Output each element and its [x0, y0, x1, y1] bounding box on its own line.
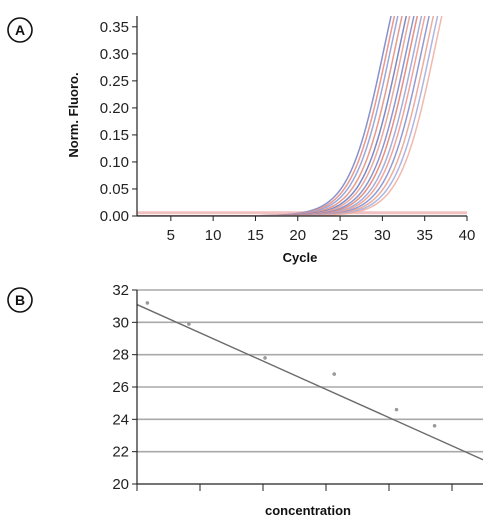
chart-a-x-tick-label: 40 [459, 227, 476, 244]
chart-a-x-tick-label: 5 [167, 227, 175, 244]
panel-label-a: A [15, 22, 25, 38]
chart-b-data-point-4 [332, 372, 337, 376]
chart-a-x-tick-label: 15 [247, 227, 264, 244]
chart-a-y-tick-label: 0.15 [100, 127, 129, 144]
chart-a-x-tick-label: 35 [416, 227, 433, 244]
chart-a-plot-area [137, 16, 467, 216]
panel-b: B 20 22 24 26 28 30 32 concentration [7, 282, 483, 518]
chart-b-y-tick-label: 22 [112, 444, 129, 461]
chart-a-x-tick-label: 25 [332, 227, 349, 244]
chart-a-x-tick-label: 10 [205, 227, 222, 244]
chart-a-y-tick-label: 0.20 [100, 100, 129, 117]
chart-a-y-tick-label: 0.05 [100, 181, 129, 198]
chart-b-trend-line [136, 303, 483, 461]
chart-b-data-point-6 [432, 424, 437, 428]
chart-a-y-tick-label: 0.35 [100, 19, 129, 36]
chart-b-axes: 20 22 24 26 28 30 32 [112, 282, 483, 493]
panel-label-b-badge: B [7, 287, 33, 313]
chart-a-y-axis-title: Norm. Fluoro. [66, 72, 81, 157]
chart-b-y-tick-label: 28 [112, 347, 129, 364]
chart-a-axes: 0.00 0.05 0.10 0.15 0.20 0.25 0.30 0.35 5 10 15 20 2… [100, 16, 476, 244]
chart-b-y-tick-label: 20 [112, 476, 129, 493]
chart-a-x-tick-label: 30 [374, 227, 391, 244]
panel-label-a-badge: A [7, 17, 33, 43]
chart-b-x-axis-title: concentration [265, 503, 351, 518]
panel-label-a-circle [7, 17, 33, 43]
chart-b-y-tick-label: 32 [112, 282, 129, 299]
chart-b-y-tick-label: 26 [112, 379, 129, 396]
chart-b-y-tick-label: 30 [112, 314, 129, 331]
chart-b-plot-area [136, 289, 483, 461]
chart-b-y-tick-label: 24 [112, 411, 129, 428]
panel-label-b: B [15, 292, 25, 308]
chart-a-y-tick-label: 0.10 [100, 154, 129, 171]
chart-a-x-tick-label: 20 [289, 227, 306, 244]
chart-a-y-tick-label: 0.25 [100, 73, 129, 90]
chart-a-x-axis-title: Cycle [283, 250, 318, 265]
panel-a: A 0.00 0.05 0.10 0.15 0.20 0.25 0.30 0.35 5 10 15 2… [7, 16, 476, 265]
chart-b-data-point-5 [394, 407, 399, 412]
chart-a-series-group [137, 16, 467, 216]
chart-b-data-point-2 [187, 322, 191, 326]
chart-a-y-tick-label: 0.30 [100, 46, 129, 63]
panel-label-b-circle [7, 287, 33, 313]
chart-b-data-point-1 [145, 301, 150, 305]
chart-b-data-point-3 [263, 356, 267, 360]
chart-a-y-tick-label: 0.00 [100, 208, 129, 225]
